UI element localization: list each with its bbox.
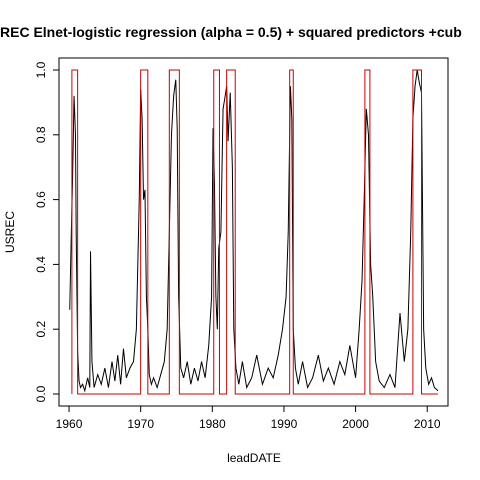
y-tick-label: 0.8 xyxy=(34,126,48,143)
x-tick-label: 1990 xyxy=(271,417,298,431)
series-line xyxy=(71,69,438,395)
x-tick-label: 1980 xyxy=(199,417,226,431)
y-axis-label: USREC xyxy=(3,211,17,253)
y-tick-label: 0.2 xyxy=(34,321,48,338)
x-tick-label: 2010 xyxy=(414,417,441,431)
x-axis-label: leadDATE xyxy=(227,451,281,465)
y-tick-label: 0.6 xyxy=(34,191,48,208)
x-tick-label: 1970 xyxy=(127,417,154,431)
y-tick-label: 0.4 xyxy=(34,256,48,273)
chart-title: REC Elnet-logistic regression (alpha = 0… xyxy=(0,24,462,40)
y-tick-label: 0.0 xyxy=(34,385,48,402)
x-tick-label: 1960 xyxy=(56,417,83,431)
x-tick-label: 2000 xyxy=(342,417,369,431)
y-tick-label: 1.0 xyxy=(34,61,48,78)
series-line xyxy=(69,69,439,393)
plot-box xyxy=(58,57,449,407)
